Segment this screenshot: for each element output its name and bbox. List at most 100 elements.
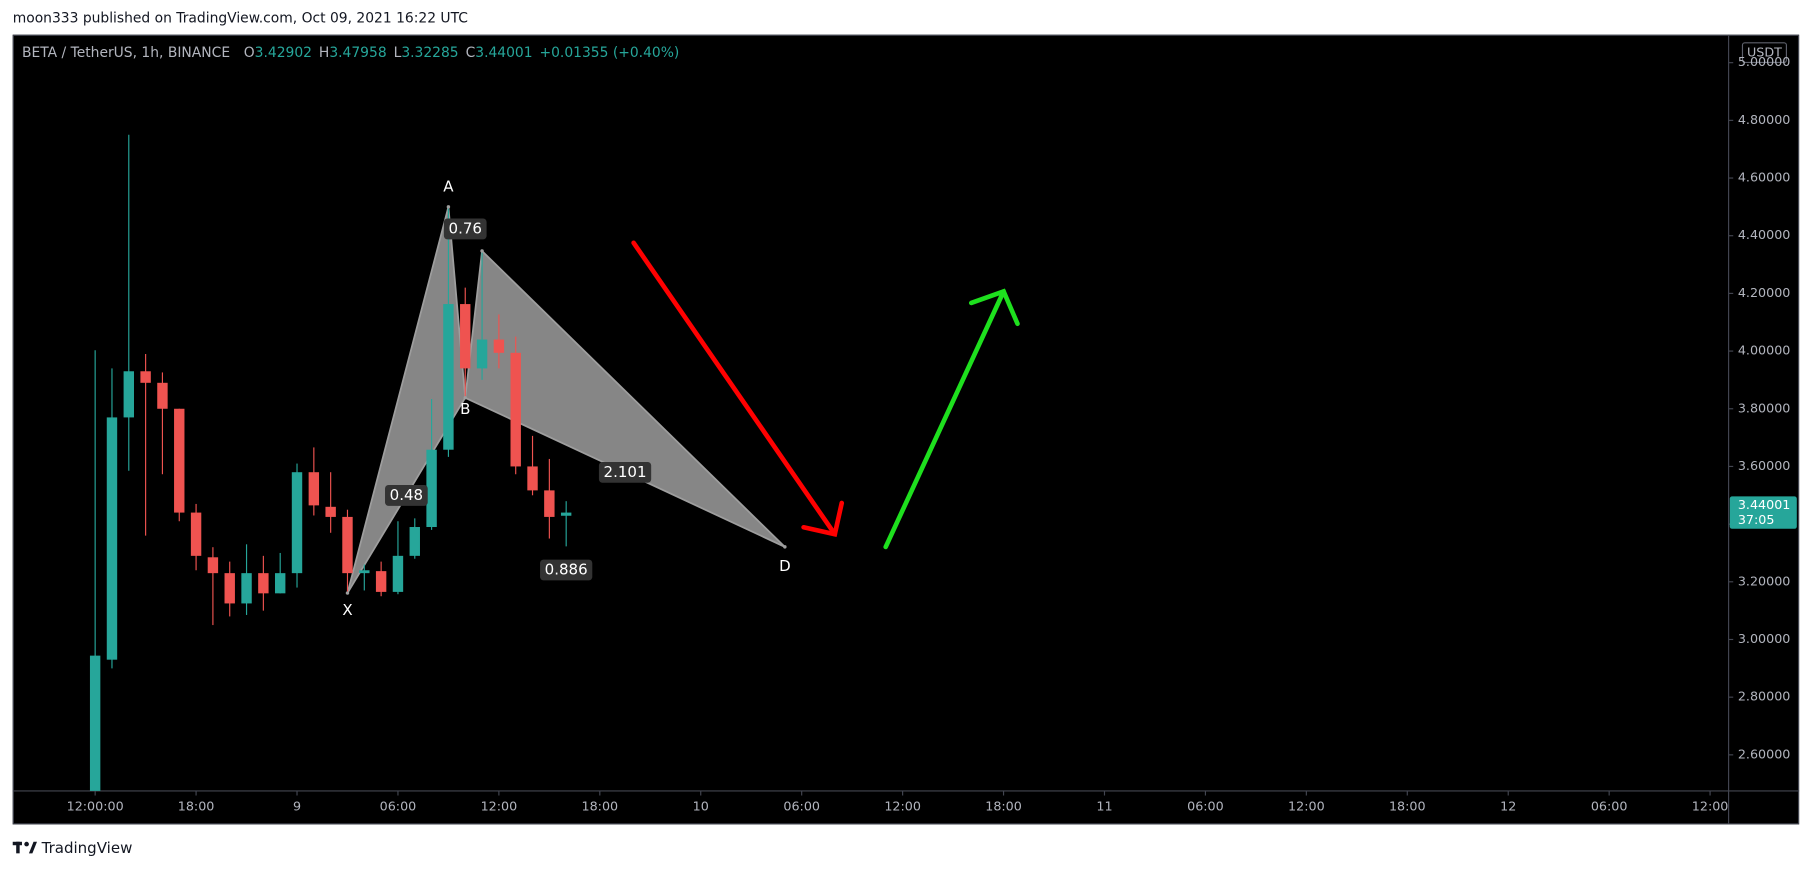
pattern-point-label: D — [779, 557, 791, 575]
candle-body — [409, 527, 420, 556]
candle-body — [190, 512, 202, 556]
y-tick-label: 5.00000 — [1738, 54, 1791, 69]
ohlc-letter: O — [244, 45, 255, 61]
candle-body — [375, 571, 387, 592]
x-tick-label: 06:00 — [1187, 799, 1224, 814]
y-tick-label: 3.00000 — [1738, 631, 1791, 646]
x-tick-label: 18:00 — [985, 799, 1022, 814]
ratio-label: 0.48 — [390, 486, 423, 504]
chart-frame — [12, 34, 1800, 825]
pattern-point — [446, 205, 451, 209]
currency: USDT — [1747, 45, 1782, 60]
ratio-label: 2.101 — [604, 463, 647, 481]
candle-body — [493, 339, 505, 353]
y-tick-label: 4.40000 — [1738, 227, 1791, 242]
x-tick-label: 12:00 — [884, 799, 921, 814]
candle-body — [274, 573, 286, 594]
x-tick-label: 06:00 — [380, 799, 417, 814]
brand: TradingView — [41, 839, 133, 857]
pattern-point — [480, 249, 484, 253]
y-tick-label: 3.20000 — [1738, 573, 1791, 588]
ohlc-letter: H — [319, 45, 329, 61]
x-tick-label: 9 — [293, 799, 301, 814]
symbol-legend: BETA / TetherUS, 1h, BINANCE O3.42902 H3.… — [22, 45, 679, 61]
candle-body — [224, 573, 235, 604]
publisher-line: moon333 published on TradingView.com, Oc… — [13, 11, 468, 27]
y-tick-label: 2.80000 — [1738, 689, 1791, 704]
x-tick-label: 12:00 — [1288, 799, 1325, 814]
ohlc-value: 3.44001 — [475, 45, 532, 61]
candle-body — [460, 304, 471, 369]
change: +0.01355 (+0.40%) — [540, 45, 680, 61]
pattern-point-label: B — [460, 400, 470, 418]
x-tick-label: 12:00 — [481, 799, 518, 814]
x-tick-label: 06:00 — [783, 799, 820, 814]
chart-panel — [12, 34, 1800, 825]
pattern-point — [783, 545, 787, 549]
ratio-box — [540, 559, 593, 581]
price-tag — [1729, 496, 1797, 529]
candle-body — [174, 408, 185, 513]
x-tick-label: 11 — [1096, 799, 1112, 814]
countdown: 37:05 — [1738, 512, 1775, 527]
red-arrow — [631, 240, 845, 537]
candle-body — [308, 472, 320, 506]
ratio-box — [598, 461, 652, 483]
ohlc-value: 3.32285 — [401, 45, 458, 61]
ratio-label: 0.76 — [449, 219, 482, 237]
x-tick-label: 10 — [693, 799, 709, 814]
candle-body — [291, 472, 303, 574]
ohlc-letter: C — [466, 45, 476, 61]
candle-body — [140, 371, 151, 383]
x-tick-label: 12:00:00 — [67, 799, 124, 814]
y-tick-label: 4.20000 — [1738, 285, 1791, 300]
x-tick-label: 18:00 — [582, 799, 619, 814]
y-tick-label: 2.60000 — [1738, 746, 1791, 761]
ohlc-letter: L — [394, 45, 402, 61]
candle-body — [89, 655, 101, 791]
y-tick-label: 4.00000 — [1738, 343, 1791, 358]
ratio-label: 0.886 — [545, 560, 588, 578]
ratio-box — [385, 485, 428, 506]
candle-body — [123, 371, 134, 418]
x-tick-label: 18:00 — [1389, 799, 1426, 814]
x-tick-label: 12 — [1500, 799, 1516, 814]
ratio-box — [443, 218, 487, 240]
ohlc-value: 3.42902 — [255, 45, 312, 61]
candle-body — [106, 417, 118, 660]
green-arrow — [883, 288, 1020, 550]
y-tick-label: 4.60000 — [1738, 170, 1791, 185]
candle-body — [544, 490, 555, 517]
candle-body — [359, 570, 370, 574]
candle-body — [560, 512, 572, 516]
candle-body — [476, 339, 488, 369]
brand-logo — [12, 841, 37, 854]
currency-box — [1741, 42, 1787, 64]
candle-body — [426, 449, 437, 528]
candle-body — [157, 382, 168, 409]
candle-body — [342, 516, 353, 574]
y-tick-label: 3.60000 — [1738, 458, 1791, 473]
candle-body — [258, 573, 269, 594]
candle-body — [443, 304, 454, 450]
x-tick-label: 18:00 — [178, 799, 215, 814]
candle-body — [527, 466, 538, 491]
symbol: BETA / TetherUS, 1h, BINANCE — [22, 45, 230, 61]
pattern-point-label: X — [342, 601, 352, 619]
pattern-point — [345, 591, 350, 595]
y-tick-label: 3.80000 — [1738, 400, 1791, 415]
candle-body — [325, 506, 336, 517]
pattern-point — [463, 396, 467, 400]
pattern-point-label: A — [443, 178, 454, 196]
candle-body — [241, 573, 252, 604]
x-tick-label: 12:00 — [1692, 799, 1729, 814]
x-tick-label: 06:00 — [1591, 799, 1628, 814]
price-tag-value: 3.44001 — [1738, 497, 1791, 512]
ohlc-value: 3.47958 — [329, 45, 386, 61]
candle-body — [510, 352, 521, 467]
y-tick-label: 4.80000 — [1738, 112, 1791, 127]
candle-body — [207, 557, 219, 574]
candle-body — [392, 555, 404, 592]
